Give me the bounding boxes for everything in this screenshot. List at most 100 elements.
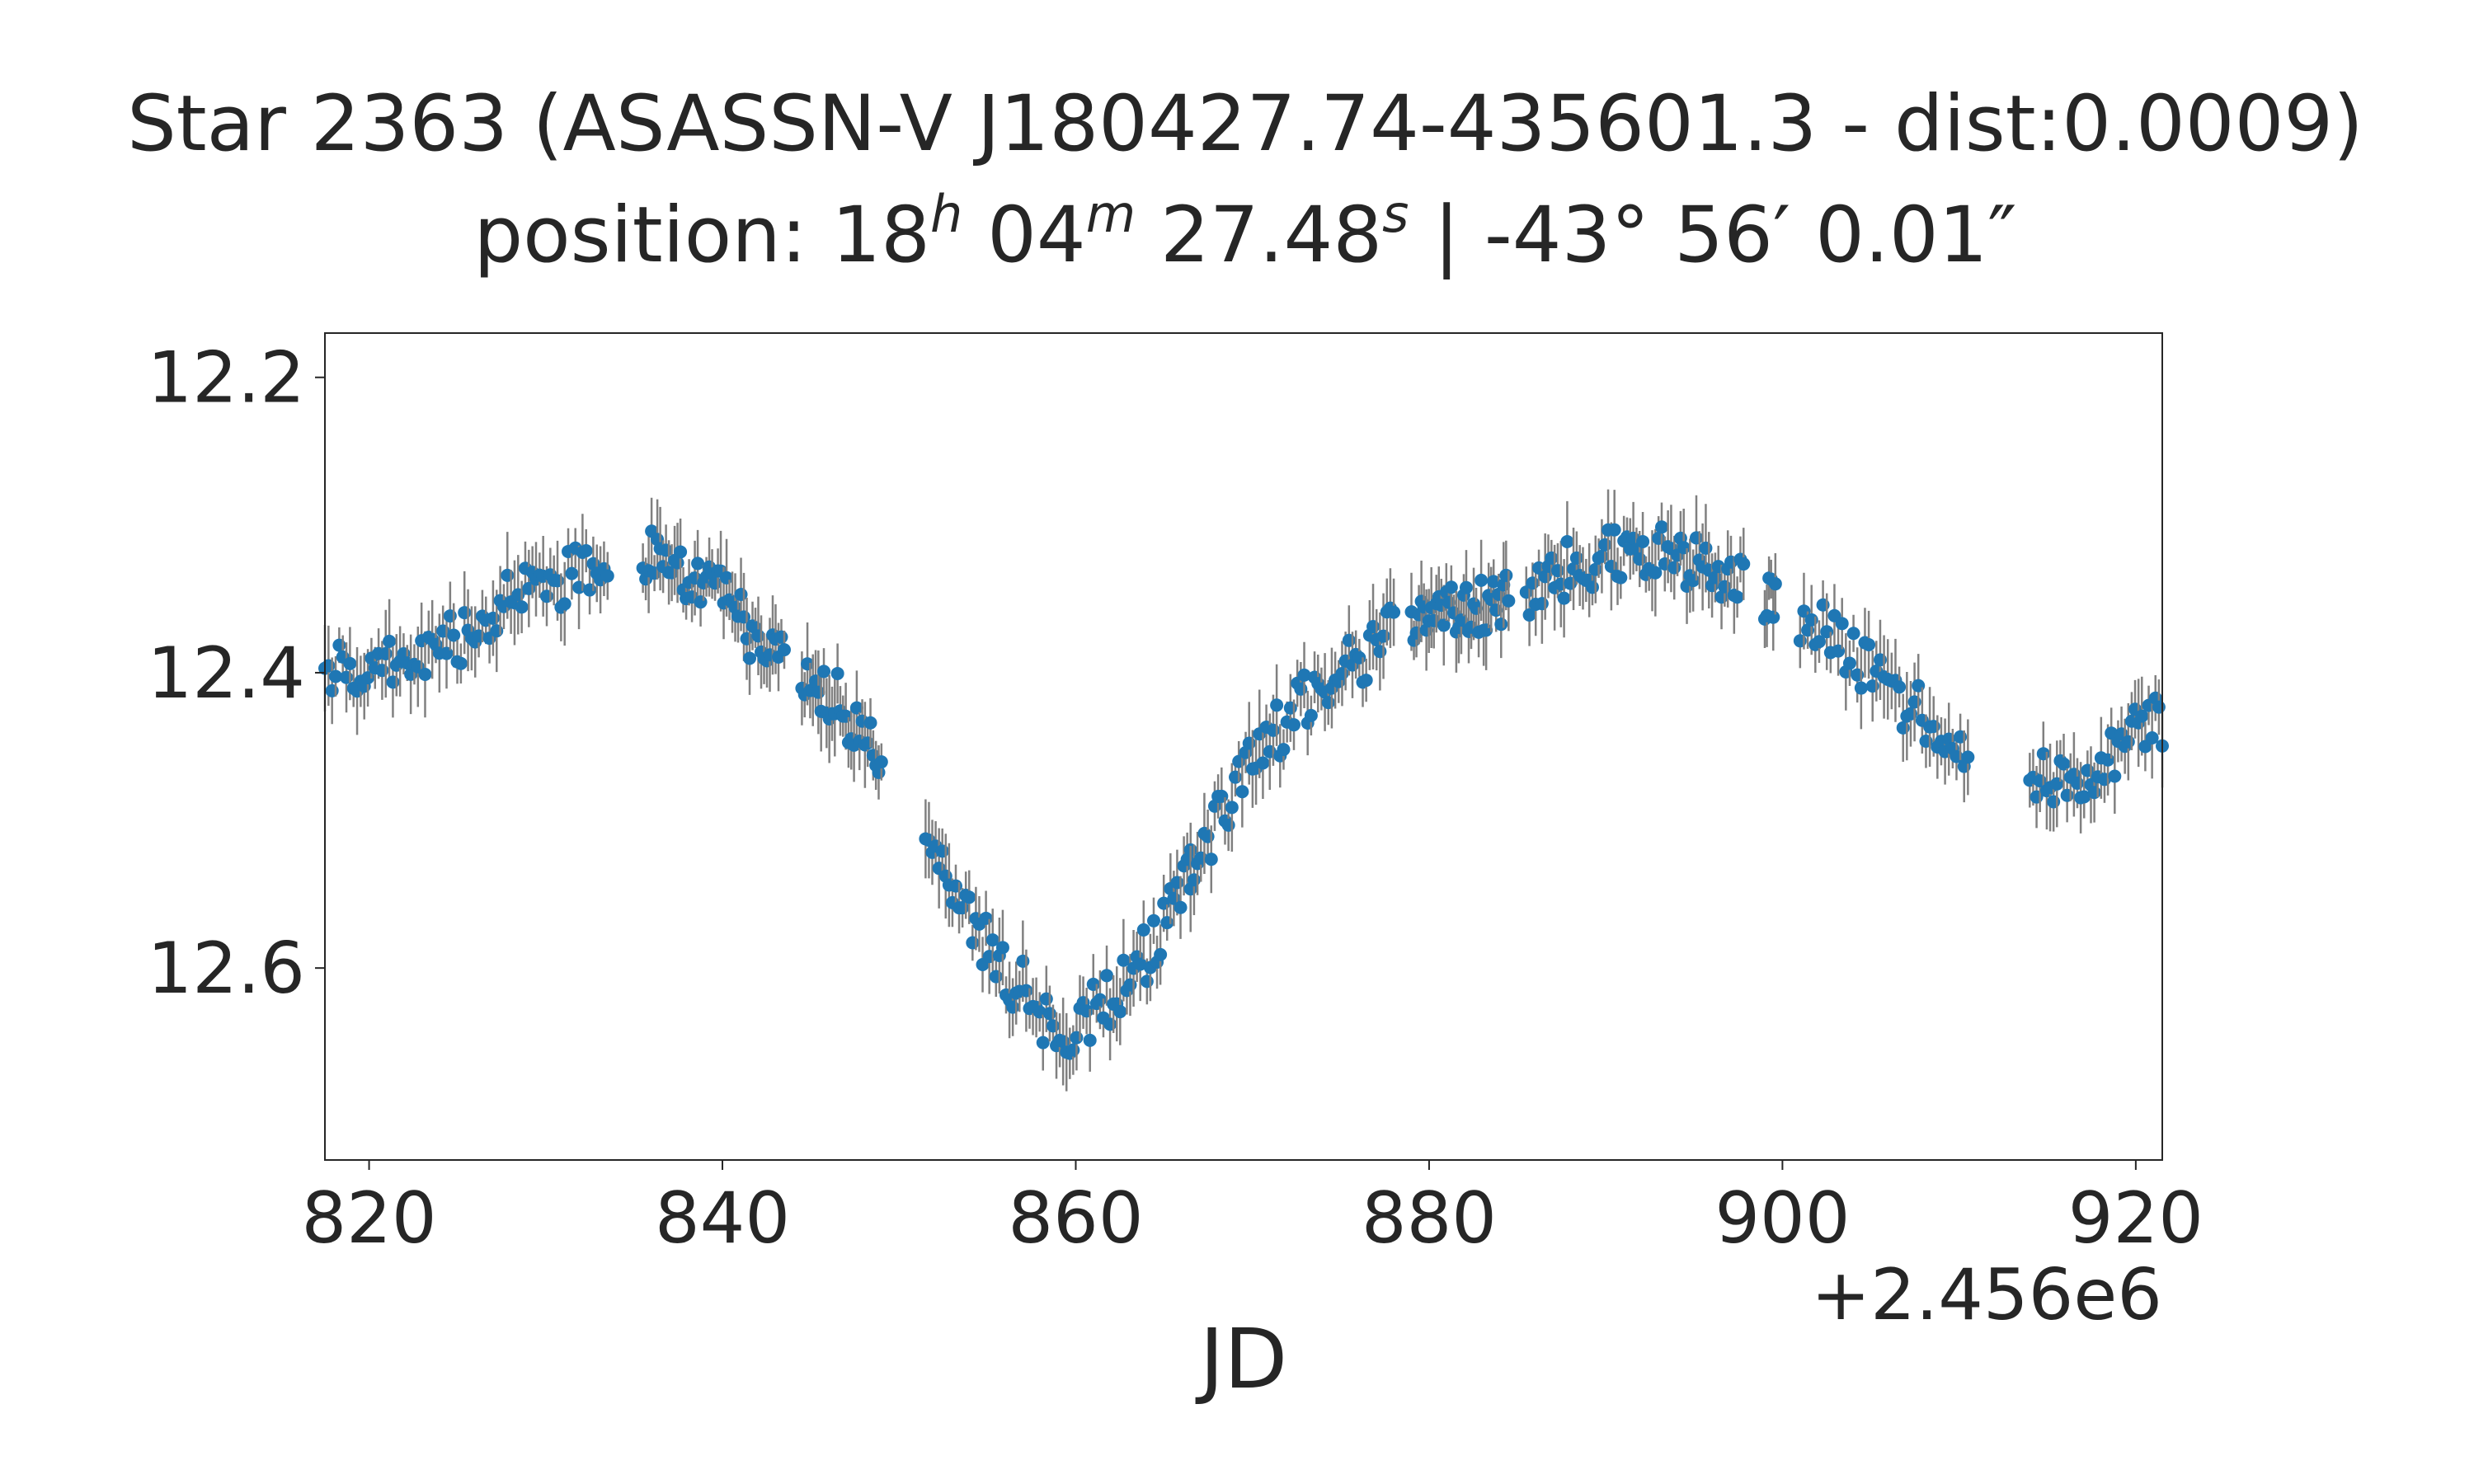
data-point	[1961, 750, 1975, 764]
data-point	[1352, 650, 1366, 665]
data-point	[1502, 594, 1516, 608]
data-point	[1854, 681, 1868, 695]
data-point	[1444, 580, 1458, 594]
y-tick-label: 12.6	[148, 928, 305, 1010]
data-point	[774, 630, 788, 644]
data-point	[1093, 993, 1107, 1007]
data-point	[1545, 551, 1559, 565]
data-point	[458, 606, 472, 620]
data-point	[1667, 561, 1681, 575]
data-point	[1607, 523, 1621, 537]
data-point	[849, 701, 863, 715]
data-point	[551, 574, 565, 588]
data-point	[874, 755, 888, 769]
data-point	[1614, 571, 1628, 585]
data-point	[490, 624, 504, 638]
data-point	[1522, 608, 1536, 622]
data-point	[447, 628, 461, 642]
data-point	[386, 675, 400, 689]
data-point	[1560, 534, 1574, 548]
data-point	[863, 716, 877, 730]
data-point	[557, 597, 571, 611]
data-point	[340, 670, 354, 684]
data-point	[1304, 708, 1318, 722]
data-point	[1016, 954, 1030, 968]
data-point	[1366, 620, 1380, 634]
data-point	[2145, 730, 2159, 744]
data-point	[740, 632, 754, 646]
data-point	[1730, 590, 1744, 604]
data-point	[1123, 978, 1137, 992]
data-point	[379, 646, 393, 660]
data-point	[1535, 597, 1549, 611]
data-point	[1070, 1031, 1084, 1045]
data-point	[1585, 580, 1599, 594]
data-point	[1862, 637, 1876, 651]
data-point	[1221, 818, 1235, 832]
x-axis: 820 840 860 880 900 920	[301, 1160, 2204, 1260]
data-point	[708, 576, 722, 590]
data-point	[1140, 974, 1154, 989]
data-point	[2057, 757, 2071, 771]
data-point	[1019, 984, 1033, 998]
data-point	[1283, 701, 1297, 715]
data-point	[1229, 770, 1243, 784]
data-point	[325, 683, 339, 697]
data-point	[995, 941, 1009, 955]
data-point	[1083, 1033, 1097, 1047]
data-point	[1677, 541, 1691, 555]
data-point	[659, 543, 673, 557]
data-point	[540, 589, 554, 603]
data-point	[2060, 788, 2074, 802]
data-point	[579, 544, 593, 558]
data-point	[1266, 723, 1280, 737]
data-point	[1475, 573, 1489, 587]
data-point	[985, 933, 999, 947]
data-point	[1117, 953, 1131, 967]
data-point	[1321, 696, 1335, 710]
data-point	[1204, 852, 1218, 866]
data-point	[1835, 617, 1849, 631]
data-point	[1046, 1019, 1060, 1033]
x-tick-label: 900	[1714, 1177, 1850, 1260]
data-point	[1036, 1036, 1050, 1050]
data-point	[1042, 1007, 1056, 1021]
data-point	[2050, 777, 2064, 791]
data-point	[948, 879, 962, 893]
data-point	[1588, 562, 1602, 576]
data-point	[332, 638, 346, 652]
x-tick-label: 840	[655, 1177, 790, 1260]
x-tick-label: 880	[1362, 1177, 1497, 1260]
x-tick-label: 860	[1008, 1177, 1143, 1260]
data-point	[691, 556, 705, 571]
data-point	[343, 656, 357, 670]
data-point	[751, 629, 765, 643]
plot-frame	[324, 332, 2163, 1161]
data-point	[1387, 605, 1401, 619]
data-point	[1235, 785, 1249, 799]
chart-subtitle: position: 18h 04m 27.48s | -43° 56′ 0.01…	[473, 184, 2016, 280]
data-point	[1270, 698, 1284, 712]
data-point	[2077, 790, 2091, 804]
data-point	[1187, 873, 1201, 887]
data-point	[1654, 520, 1668, 534]
data-point	[720, 571, 734, 585]
plot-area	[318, 489, 2169, 1092]
data-point	[1437, 618, 1451, 632]
data-point	[1595, 549, 1609, 563]
data-point	[2108, 769, 2122, 783]
data-point	[979, 911, 993, 925]
data-point	[443, 609, 457, 623]
data-point	[1160, 916, 1174, 930]
data-point	[694, 595, 708, 609]
data-point	[1893, 680, 1907, 694]
data-point	[2036, 747, 2050, 761]
data-point	[1277, 743, 1291, 757]
chart-title: Star 2363 (ASASSN-V J180427.74-435601.3 …	[127, 79, 2363, 169]
data-point	[1846, 627, 1860, 641]
data-point	[1768, 577, 1782, 591]
data-point	[1459, 580, 1473, 594]
x-offset-label: +2.456e6	[1811, 1254, 2162, 1336]
data-point	[565, 566, 579, 580]
